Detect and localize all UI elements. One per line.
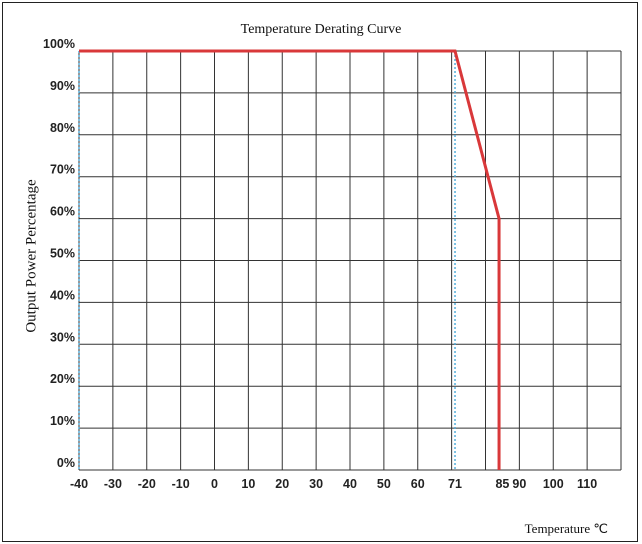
x-tick-label: -30 [104, 477, 122, 491]
x-tick-label: 71 [448, 477, 462, 491]
series [79, 49, 501, 470]
x-tick-label: 0 [211, 477, 218, 491]
y-tick-label: 70% [50, 163, 75, 177]
grid [78, 50, 622, 471]
x-tick-label: 10 [241, 477, 255, 491]
y-tick-labels: 0% 10% 20% 30% 40% 50% 60% 70% 80% 90% 100% [43, 37, 75, 470]
x-tick-label: 110 [577, 477, 597, 491]
y-tick-label: 80% [50, 121, 75, 135]
x-tick-labels: -40 -30 -20 -10 0 10 20 30 40 50 60 71 85 90 100 110 [70, 477, 597, 491]
x-tick-label: 100 [543, 477, 564, 491]
x-tick-label: -40 [70, 477, 88, 491]
y-tick-label: 100% [43, 37, 75, 51]
chart-title: Temperature Derating Curve [240, 22, 402, 37]
derating-curve-line [79, 49, 501, 470]
x-tick-label: 85 [495, 477, 509, 491]
x-tick-label: -10 [172, 477, 190, 491]
y-tick-label: 0% [57, 456, 75, 470]
y-tick-label: 10% [50, 414, 75, 428]
y-tick-label: 60% [50, 205, 75, 219]
x-tick-label: 20 [275, 477, 289, 491]
x-tick-label: 90 [512, 477, 526, 491]
x-tick-label: 50 [377, 477, 391, 491]
reference-lines [78, 51, 456, 470]
x-tick-label: 60 [411, 477, 425, 491]
y-tick-label: 20% [50, 372, 75, 386]
x-tick-label: 40 [343, 477, 357, 491]
y-tick-label: 30% [50, 330, 75, 344]
y-tick-label: 90% [50, 79, 75, 93]
y-tick-label: 50% [50, 247, 75, 261]
x-tick-label: -20 [138, 477, 156, 491]
y-tick-label: 40% [50, 288, 75, 302]
x-tick-label: 30 [309, 477, 323, 491]
x-axis-label: Temperature ℃ [524, 521, 608, 536]
